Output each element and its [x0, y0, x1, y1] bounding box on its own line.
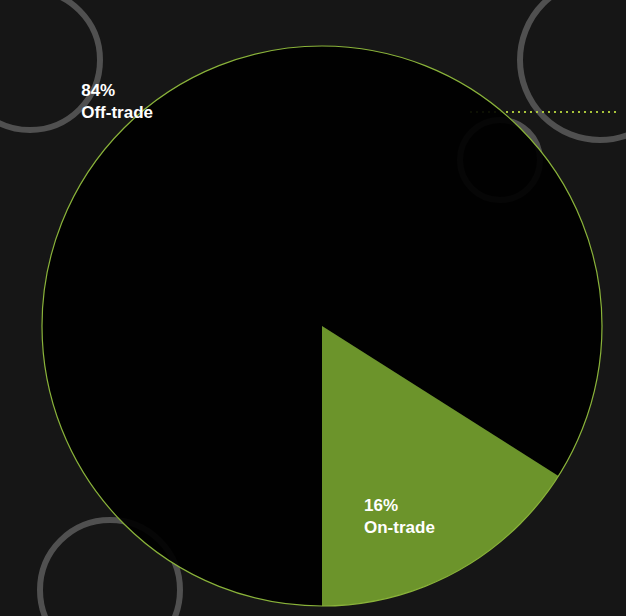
- value-label: 84%: [81, 81, 115, 100]
- slice: [42, 46, 602, 606]
- category-label: On-trade: [364, 518, 435, 537]
- pie: 84% Off-trade 16% On-trade: [42, 46, 602, 606]
- pie-outline: [42, 46, 602, 606]
- data-label: 84% Off-trade: [81, 81, 153, 122]
- slice: [322, 326, 558, 606]
- decor-glass: [520, 0, 626, 140]
- category-label: Off-trade: [81, 103, 153, 122]
- chart: 84% Off-trade 16% On-trade: [0, 0, 626, 616]
- data-label: 16% On-trade: [364, 496, 435, 537]
- value-label: 16%: [364, 496, 398, 515]
